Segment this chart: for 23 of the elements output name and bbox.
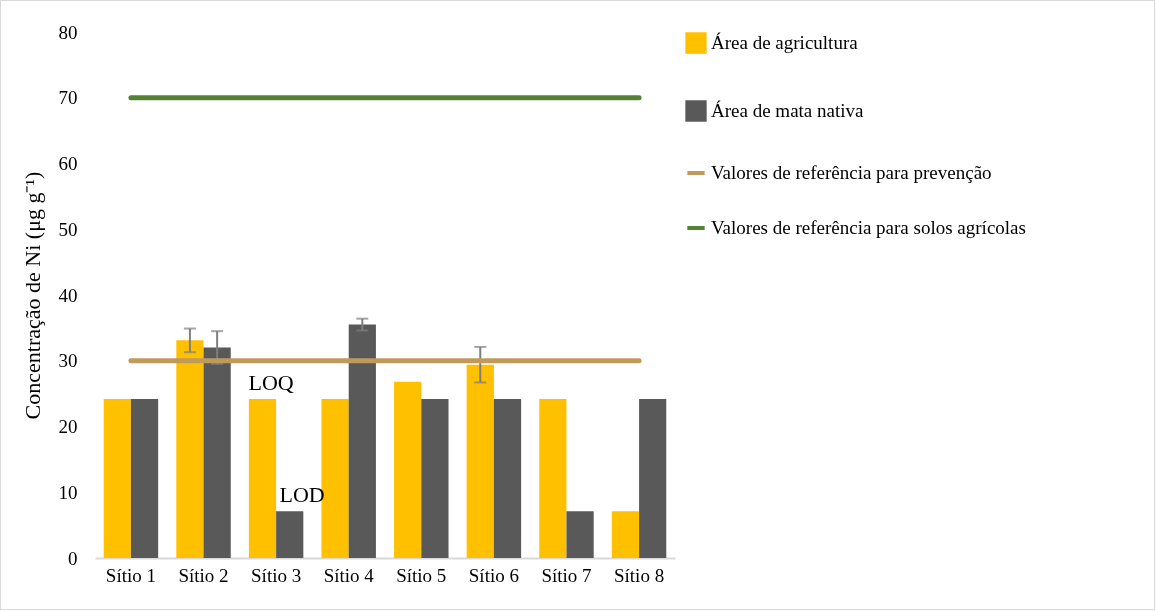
x-tick-label: Sítio 4 [323, 564, 375, 586]
legend-label: Área de agricultura [711, 32, 859, 53]
y-axis-title: Concentração de Ni (μg g⁻¹) [19, 171, 45, 420]
legend-label: Área de mata nativa [711, 100, 865, 121]
x-tick-label: Sítio 8 [613, 564, 665, 586]
y-tick-label: 70 [58, 87, 78, 109]
y-tick-label: 20 [58, 416, 78, 437]
x-tick-label: Sítio 1 [105, 564, 157, 586]
x-tick-label: Sítio 6 [468, 564, 519, 586]
x-tick-label: Sítio 3 [251, 564, 302, 586]
y-tick-label: 50 [58, 218, 78, 240]
y-tick-label: 60 [58, 153, 78, 174]
x-tick-label: Sítio 2 [178, 564, 229, 586]
y-tick-label: 80 [58, 21, 78, 43]
y-tick-label: 10 [58, 481, 78, 503]
legend-label: Valores de referência para solos agrícolas [711, 217, 1026, 238]
y-tick-label: 40 [58, 284, 78, 306]
annotation: LOQ [248, 369, 294, 395]
x-tick-label: Sítio 7 [541, 564, 592, 586]
y-tick-label: 0 [68, 547, 78, 569]
x-tick-label: Sítio 5 [396, 564, 447, 586]
legend-label: Valores de referência para prevenção [711, 162, 992, 183]
y-tick-label: 30 [58, 350, 78, 372]
